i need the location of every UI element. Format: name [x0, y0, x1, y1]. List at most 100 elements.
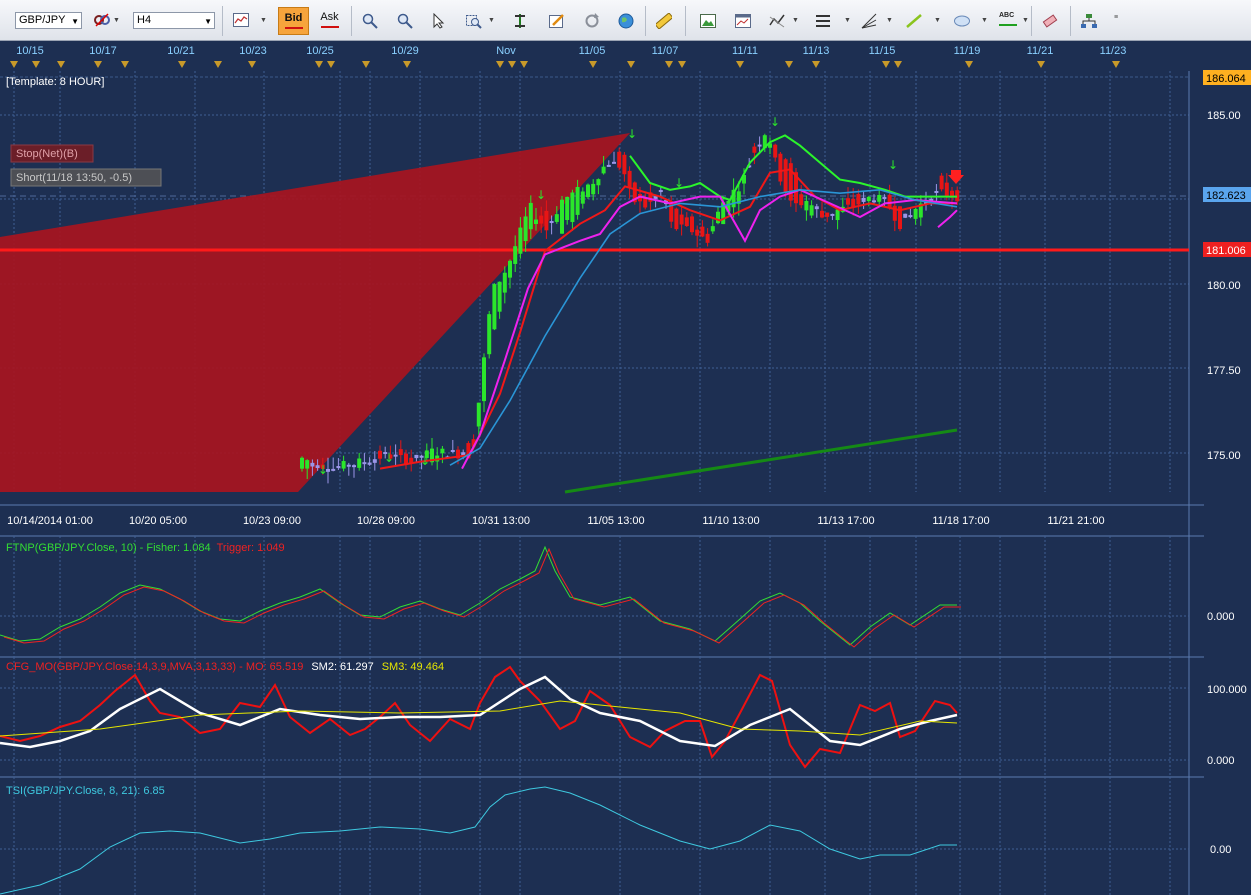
chart-type-button[interactable] — [229, 8, 253, 34]
candle-body — [508, 260, 512, 278]
indicator-button[interactable] — [765, 8, 789, 34]
price-tag-stop-text: 181.006 — [1206, 245, 1246, 257]
candle-body — [596, 179, 601, 186]
x-axis-label: 11/21 21:00 — [1047, 515, 1104, 527]
eraser-button[interactable] — [1038, 8, 1062, 34]
fan-button[interactable] — [857, 8, 881, 34]
toolbar-overflow-icon[interactable]: ≡ — [1114, 14, 1119, 21]
candle-body — [632, 182, 637, 203]
study-list-button[interactable] — [811, 8, 835, 34]
picture-button[interactable] — [696, 8, 720, 34]
chevron-down-icon[interactable]: ▼ — [1022, 17, 1029, 24]
fisher-value: Fisher: 1.084 — [146, 542, 210, 554]
chevron-down-icon[interactable]: ▼ — [113, 17, 120, 24]
ftnp-label: FTNP(GBP/JPY.Close, 10) - Fisher: 1.084 T… — [6, 542, 285, 554]
candle-body — [440, 448, 445, 454]
candle-body — [310, 462, 315, 467]
globe-icon — [618, 13, 634, 29]
event-marker-icon — [894, 61, 902, 68]
text-button[interactable]: ABC — [996, 8, 1020, 34]
price-tick-185: 185.00 — [1207, 110, 1241, 122]
chevron-down-icon[interactable]: ▼ — [934, 17, 941, 24]
candle-body — [372, 459, 377, 463]
candle-body — [320, 464, 325, 469]
chevron-down-icon[interactable]: ▼ — [981, 17, 988, 24]
ruler-button[interactable] — [652, 8, 676, 34]
timeframe-select[interactable]: H4 ▼ — [133, 12, 215, 29]
candle-body — [497, 281, 502, 312]
bid-button[interactable]: Bid — [278, 7, 309, 35]
candle-body — [476, 402, 481, 427]
candle-body — [513, 246, 518, 264]
candle-body — [924, 202, 928, 205]
candle-body — [424, 450, 429, 458]
chart-window-button[interactable] — [731, 8, 755, 34]
candle-body — [539, 215, 544, 224]
short-tag-box — [10, 168, 162, 187]
price-tag-top-box — [1203, 70, 1251, 85]
tsi-line — [0, 786, 957, 895]
candle-body — [690, 216, 694, 233]
event-marker-icon — [57, 61, 65, 68]
candle-body — [487, 314, 492, 355]
cfg-tick-100: 100.000 — [1207, 684, 1247, 696]
crosshair-button[interactable] — [508, 8, 532, 34]
trendline-button[interactable] — [902, 8, 926, 34]
candle-body — [466, 443, 471, 459]
link-chart-button[interactable] — [90, 8, 114, 34]
tsi-zero-tick: 0.00 — [1210, 844, 1231, 856]
short-label: Short(11/18 13:50, -0.5) — [16, 172, 132, 184]
x-axis-label: 10/20 05:00 — [129, 515, 187, 527]
globe-button[interactable] — [614, 8, 638, 34]
top-date-label: 11/23 — [1100, 45, 1127, 57]
down-arrow-icon: ↓ — [627, 127, 637, 141]
chart-area[interactable]: 10/15 10/17 10/21 10/23 10/25 10/29 Nov 11/05 11… — [0, 41, 1251, 895]
chevron-down-icon[interactable]: ▼ — [844, 17, 851, 24]
candle-body — [570, 192, 575, 223]
event-marker-icon — [965, 61, 973, 68]
zoom-out-button[interactable] — [393, 8, 417, 34]
symbol-select[interactable]: GBP/JPY ▼ — [15, 12, 82, 29]
edit-chart-button[interactable] — [545, 8, 569, 34]
chevron-down-icon[interactable]: ▼ — [886, 17, 893, 24]
candle-body — [934, 190, 939, 193]
event-marker-icon — [121, 61, 129, 68]
ask-button[interactable]: Ask — [314, 7, 345, 35]
candle-body — [518, 227, 523, 254]
stop-order-tag[interactable]: Stop(Net)(B) — [10, 144, 94, 163]
refresh-icon — [585, 13, 599, 28]
chevron-down-icon[interactable]: ▼ — [792, 17, 799, 24]
candle-body — [388, 454, 393, 459]
lower-band-line — [461, 188, 958, 470]
candle-body — [762, 135, 767, 149]
zoom-in-button[interactable] — [358, 8, 382, 34]
trigger-line — [3, 547, 961, 648]
down-arrow-icon: ↓ — [536, 188, 546, 202]
ellipse-icon — [954, 15, 970, 27]
chevron-down-icon[interactable]: ▼ — [260, 17, 267, 24]
short-position-tag[interactable]: Short(11/18 13:50, -0.5) — [10, 168, 162, 187]
candle-body — [565, 196, 570, 221]
candle-body — [778, 153, 783, 182]
candle-body — [851, 198, 856, 208]
chevron-down-icon[interactable]: ▼ — [488, 17, 495, 24]
zoom-box-button[interactable] — [462, 8, 486, 34]
event-marker-icon — [1112, 61, 1120, 68]
cursor-button[interactable] — [427, 8, 451, 34]
candle-body — [726, 200, 731, 212]
refresh-button[interactable] — [580, 8, 604, 34]
ask-label: Ask — [320, 11, 339, 23]
ellipse-button[interactable] — [950, 8, 974, 34]
candle-body — [736, 191, 741, 204]
bid-label: Bid — [284, 12, 303, 24]
candle-body — [835, 209, 840, 221]
x-axis-label: 11/18 17:00 — [932, 515, 989, 527]
event-marker-icon — [403, 61, 411, 68]
fan-icon — [861, 13, 877, 29]
hierarchy-button[interactable] — [1077, 8, 1101, 34]
candle-body — [658, 190, 663, 193]
candle-body — [580, 191, 585, 204]
candle-body — [461, 452, 466, 456]
event-marker-icon — [248, 61, 256, 68]
event-marker-icon — [736, 61, 744, 68]
